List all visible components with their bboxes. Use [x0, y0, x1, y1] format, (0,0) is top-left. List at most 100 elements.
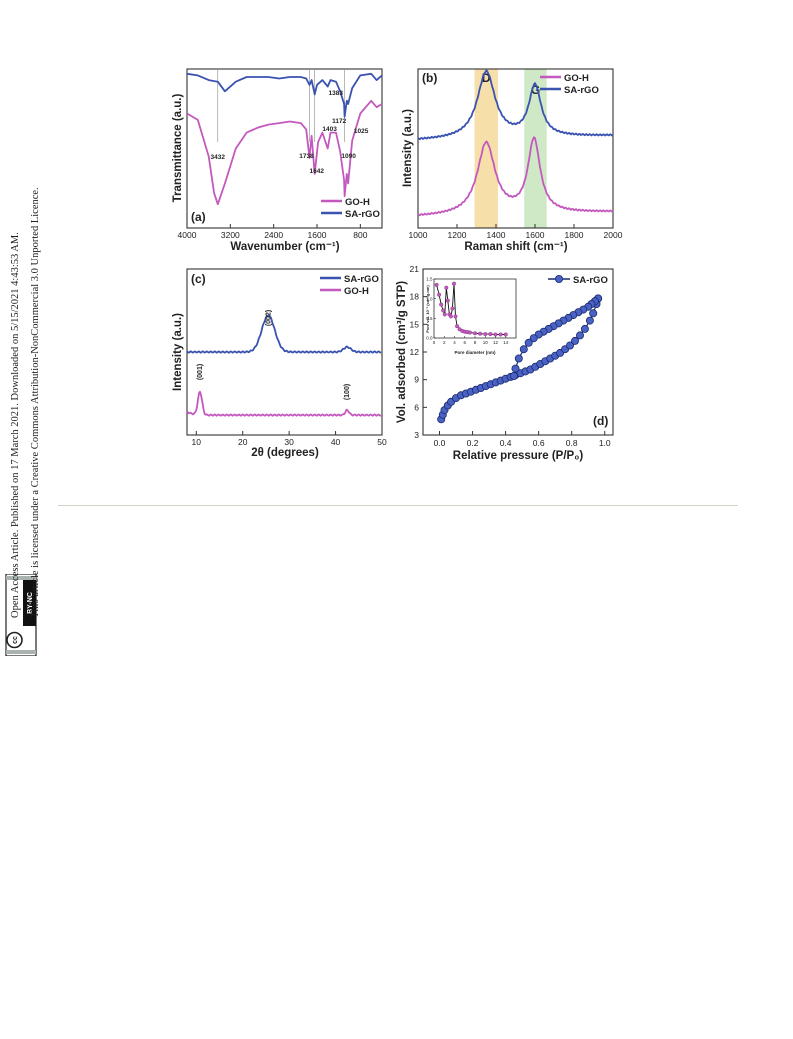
- y-tick-label-3: 3: [414, 430, 419, 440]
- series-sa-rgo-adsorption-point: [585, 316, 594, 325]
- band-d: [474, 69, 498, 228]
- series-sa-rgo-line: [417, 69, 614, 141]
- x-tick-label-1.0: 1.0: [599, 438, 611, 448]
- annotation-1090: 1090: [341, 153, 356, 160]
- inset-y-tick-label-0.5: 0.5: [426, 316, 433, 321]
- y-tick-label-15: 15: [410, 319, 420, 329]
- inset-x-tick-label-14: 14: [503, 340, 509, 345]
- x-tick-label-40: 40: [331, 437, 341, 447]
- inset-series: [434, 281, 508, 337]
- series-sa-rgo-adsorption-point: [576, 331, 585, 340]
- x-tick-label-0.4: 0.4: [500, 438, 512, 448]
- legend-go-h-label: GO-H: [344, 286, 369, 297]
- panel-c-xlabel: 2θ (degrees): [251, 447, 319, 459]
- series-sa-rgo-adsorption-point: [571, 336, 580, 345]
- annotation-1738: 1738: [299, 153, 314, 160]
- panel-b-raman-chart: DG 1000 1200 1400 1600 1800 2000 (b) GO-H SA-…: [402, 68, 623, 253]
- x-tick-label-1400: 1400: [487, 230, 506, 240]
- inset-series-point: [445, 298, 450, 303]
- x-tick-label-0.8: 0.8: [566, 438, 578, 448]
- inset-series-point: [450, 306, 455, 311]
- series-sa-rgo-desorption-point: [509, 371, 518, 380]
- legend-sa-rgo-label: SA-rGO: [573, 275, 608, 286]
- panel-a-ftir-chart: 4000 3200 2400 1600 800 3432 1738 1642 1403 1383…: [172, 68, 383, 253]
- x-tick-label-30: 30: [284, 437, 294, 447]
- peak-label-001: (001): [197, 364, 204, 380]
- panel-d-label: (d): [593, 414, 608, 428]
- panel-b-ticks: 1000 1200 1400 1600 1800 2000: [409, 224, 623, 240]
- peak-label-100: (100): [344, 384, 351, 400]
- side-notice-line-1: Open Access Article. Published on 17 Mar…: [10, 232, 21, 618]
- inset-series-point: [442, 312, 447, 317]
- series-go-h-line: [417, 136, 614, 217]
- panel-c-legend: SA-rGO GO-H: [320, 274, 379, 297]
- side-notice-line-2: This article is licensed under a Creativ…: [30, 187, 41, 618]
- panel-d-xlabel: Relative pressure (P/P₀): [453, 450, 584, 462]
- legend-sa-rgo-marker: [555, 274, 564, 283]
- inset-ticks: 0 2 4 6 8 10 12 14 0.0 0.5 1.0 1.5: [426, 277, 509, 345]
- inset-y-tick-label-1.5: 1.5: [426, 277, 433, 282]
- panel-a-legend: GO-H SA-rGO: [321, 197, 380, 220]
- inset-series-point: [455, 324, 460, 329]
- panel-d-series: [437, 294, 603, 424]
- page-divider: [58, 505, 738, 506]
- panel-a-label: (a): [191, 210, 206, 224]
- panel-c-ylabel: Intensity (a.u.): [172, 313, 184, 391]
- x-tick-label-2400: 2400: [264, 230, 283, 240]
- series-sa-rgo-desorption-point: [511, 364, 520, 373]
- series-sa-rgo-adsorption-point: [566, 341, 575, 350]
- inset-series-point: [444, 285, 449, 290]
- legend-go-h-label: GO-H: [564, 73, 589, 84]
- x-tick-label-1200: 1200: [448, 230, 467, 240]
- inset-x-tick-label-6: 6: [463, 340, 466, 345]
- inset-y-tick-label-0.0: 0.0: [426, 336, 433, 341]
- y-tick-label-18: 18: [410, 292, 420, 302]
- cc-license-badge[interactable]: cc BY-NC: [4, 574, 38, 656]
- y-tick-label-21: 21: [410, 264, 420, 274]
- inset-series-point: [437, 292, 442, 297]
- y-tick-label-6: 6: [414, 402, 419, 412]
- panel-b-legend: GO-H SA-rGO: [540, 73, 599, 96]
- inset-series-point: [478, 331, 483, 336]
- inset-series-point: [467, 330, 472, 335]
- inset-xlabel: Pore diameter (nm): [454, 350, 496, 355]
- inset-x-tick-label-0: 0: [433, 340, 436, 345]
- series-sa-rgo-desorption-point: [524, 338, 533, 347]
- panel-c-ticks: 10 20 30 40 50: [192, 431, 387, 447]
- legend-sa-rgo-label: SA-rGO: [344, 274, 379, 285]
- x-tick-label-0.6: 0.6: [533, 438, 545, 448]
- inset-series-point: [493, 332, 498, 337]
- y-tick-label-9: 9: [414, 375, 419, 385]
- series-sa-rgo-desorption-point: [514, 354, 523, 363]
- panel-a-frame: [186, 68, 383, 229]
- band-label-d: D: [482, 71, 491, 85]
- x-tick-label-10: 10: [192, 437, 202, 447]
- panel-c-series: [186, 314, 382, 417]
- series-sa-rgo-line: [186, 314, 382, 354]
- annotation-3432: 3432: [211, 154, 226, 161]
- panel-c-xrd-chart: 10 20 30 40 50 (002) (001) (100) (c) SA-rGO GO…: [172, 268, 387, 459]
- inset-x-tick-label-10: 10: [483, 340, 489, 345]
- x-tick-label-1800: 1800: [565, 230, 584, 240]
- x-tick-label-1600: 1600: [526, 230, 545, 240]
- annotation-1403: 1403: [322, 126, 337, 133]
- inset-x-tick-label-8: 8: [474, 340, 477, 345]
- x-tick-label-1000: 1000: [409, 230, 428, 240]
- inset-series-point: [503, 332, 508, 337]
- panel-a-series: [186, 72, 383, 206]
- x-tick-label-20: 20: [238, 437, 248, 447]
- inset-series-point: [434, 282, 439, 287]
- legend-sa-rgo-label: SA-rGO: [345, 209, 380, 220]
- inset-series-point: [473, 331, 478, 336]
- cc-icon: [6, 631, 23, 649]
- series-sa-rgo-adsorption-point: [589, 309, 598, 318]
- inset-ylabel: Pore vol. 10⁻³ (cm³/g.nm): [425, 285, 430, 333]
- inset-series-point: [488, 332, 493, 337]
- annotation-1172: 1172: [332, 118, 346, 125]
- band-g: [524, 69, 547, 228]
- annotation-1642: 1642: [309, 168, 324, 175]
- inset-series-point: [453, 314, 458, 319]
- x-tick-label-800: 800: [353, 230, 367, 240]
- panel-a-guide-lines: [217, 69, 345, 142]
- x-tick-label-1600: 1600: [308, 230, 327, 240]
